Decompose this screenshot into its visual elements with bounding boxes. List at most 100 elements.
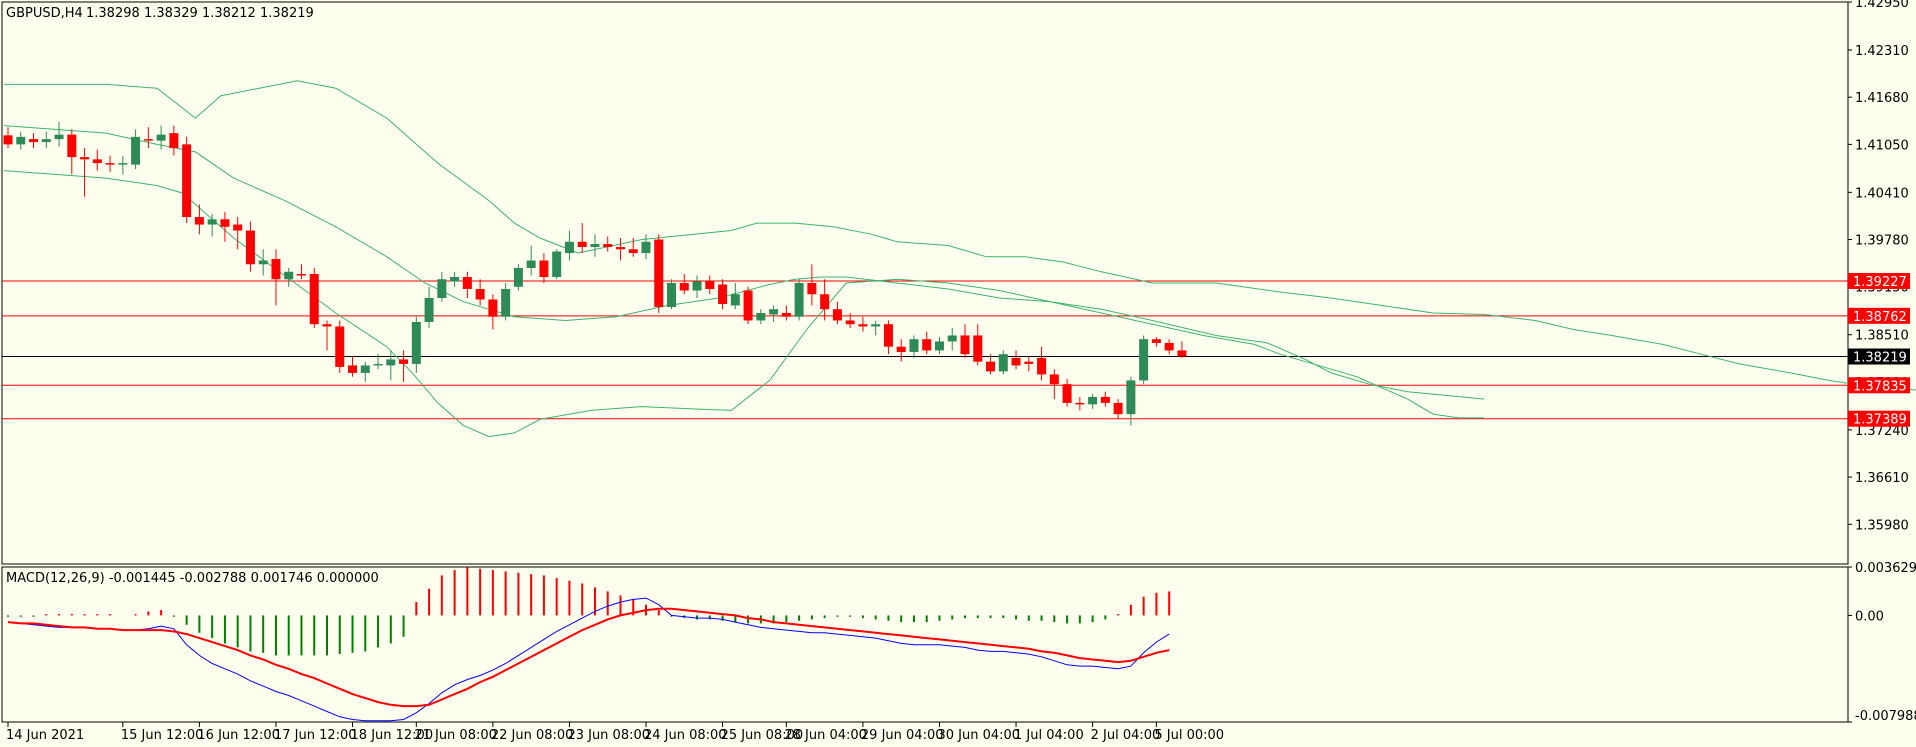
candle-body <box>284 271 294 280</box>
candle-body <box>641 241 651 254</box>
candle <box>92 149 102 171</box>
candle <box>16 131 26 150</box>
candle <box>258 249 268 276</box>
candle-body <box>998 354 1008 372</box>
candle <box>769 305 779 322</box>
candle-body <box>67 134 77 158</box>
macd-indicator <box>7 567 1171 722</box>
macd-tick-label: 0.00 <box>1855 609 1884 624</box>
candle <box>29 133 39 149</box>
candle-body <box>883 324 893 347</box>
candle <box>743 286 753 325</box>
candle-body <box>220 219 230 227</box>
candle <box>475 279 485 306</box>
price-tick-label: 1.39780 <box>1855 234 1909 249</box>
time-tick-label: 2 Jul 04:00 <box>1091 728 1161 743</box>
candle-body <box>513 268 523 287</box>
candle-body <box>577 241 587 248</box>
candle-body <box>909 339 919 352</box>
candle-body <box>654 239 664 307</box>
time-tick-label: 22 Jun 08:00 <box>491 728 574 743</box>
candle <box>692 275 702 298</box>
candle-body <box>807 283 817 295</box>
candle <box>1062 378 1072 407</box>
candle-body <box>3 135 13 145</box>
candle <box>1139 335 1149 385</box>
macd-tick-label: 0.003629 <box>1855 561 1916 576</box>
time-tick-label: 14 Jun 2021 <box>6 728 84 743</box>
candle <box>309 268 319 328</box>
candle-body <box>156 134 166 141</box>
candle-body <box>194 217 204 225</box>
candle-body <box>360 365 370 373</box>
candle-body <box>373 363 383 366</box>
bollinger-bands <box>3 80 1916 438</box>
time-tick-label: 29 Jun 04:00 <box>861 728 944 743</box>
candle-body <box>271 259 281 280</box>
candle-body <box>1062 384 1072 403</box>
candle <box>513 264 523 291</box>
candle-body <box>488 299 498 317</box>
candle-body <box>1164 342 1174 351</box>
candle-body <box>1100 396 1110 403</box>
candlesticks <box>3 121 1187 426</box>
candle <box>41 131 51 149</box>
candle <box>628 238 638 257</box>
candle <box>182 136 192 224</box>
candle-body <box>258 260 268 265</box>
macd-tick-label: -0.007988 <box>1855 709 1916 724</box>
candle <box>973 324 983 366</box>
candle <box>1011 350 1021 370</box>
time-tick-label: 18 Jun 12:00 <box>351 728 434 743</box>
candle <box>820 279 830 321</box>
price-tick-label: 1.41680 <box>1855 91 1909 106</box>
candle-body <box>29 139 39 143</box>
price-tick-label: 1.35980 <box>1855 518 1909 533</box>
candle-body <box>309 274 319 325</box>
candle <box>335 320 345 373</box>
time-tick-label: 24 Jun 08:00 <box>644 728 727 743</box>
time-tick-label: 17 Jun 12:00 <box>274 728 357 743</box>
candle <box>998 350 1008 375</box>
candle <box>143 127 153 149</box>
level-tag <box>1848 307 1910 324</box>
candle-body <box>922 339 932 351</box>
candle-body <box>743 290 753 321</box>
candle-body <box>769 309 779 315</box>
candle-body <box>1139 339 1149 381</box>
candle <box>501 283 511 321</box>
ohlc-value: 1.38329 <box>144 6 198 21</box>
level-tag <box>1848 377 1910 394</box>
candle-body <box>462 277 472 289</box>
candle-body <box>386 359 396 366</box>
candle-body <box>233 224 243 231</box>
candle <box>450 271 460 287</box>
candle <box>781 305 791 321</box>
candle-body <box>615 247 625 250</box>
macd-line <box>7 597 1170 722</box>
candle-body <box>845 320 855 325</box>
candle <box>603 236 613 252</box>
candle-body <box>437 279 447 298</box>
candle <box>220 211 230 242</box>
candle <box>539 253 549 283</box>
candle-body <box>80 157 90 160</box>
level-tag-label: 1.39227 <box>1853 275 1907 290</box>
price-tick-label: 1.36610 <box>1855 471 1909 486</box>
candle-body <box>832 309 842 321</box>
level-tag <box>1848 272 1910 289</box>
candle <box>169 125 179 156</box>
candle <box>296 264 306 280</box>
level-tag-label: 1.37835 <box>1853 379 1907 394</box>
candle-body <box>986 361 996 372</box>
candle-body <box>781 312 791 317</box>
price-panel-background <box>1 1 1849 565</box>
candle <box>156 125 166 150</box>
candle <box>871 320 881 336</box>
candle-body <box>92 159 102 164</box>
candle-body <box>794 283 804 317</box>
candle <box>80 148 90 197</box>
ohlc-value: 1.38212 <box>202 6 256 21</box>
price-tick-label: 1.40410 <box>1855 186 1909 201</box>
